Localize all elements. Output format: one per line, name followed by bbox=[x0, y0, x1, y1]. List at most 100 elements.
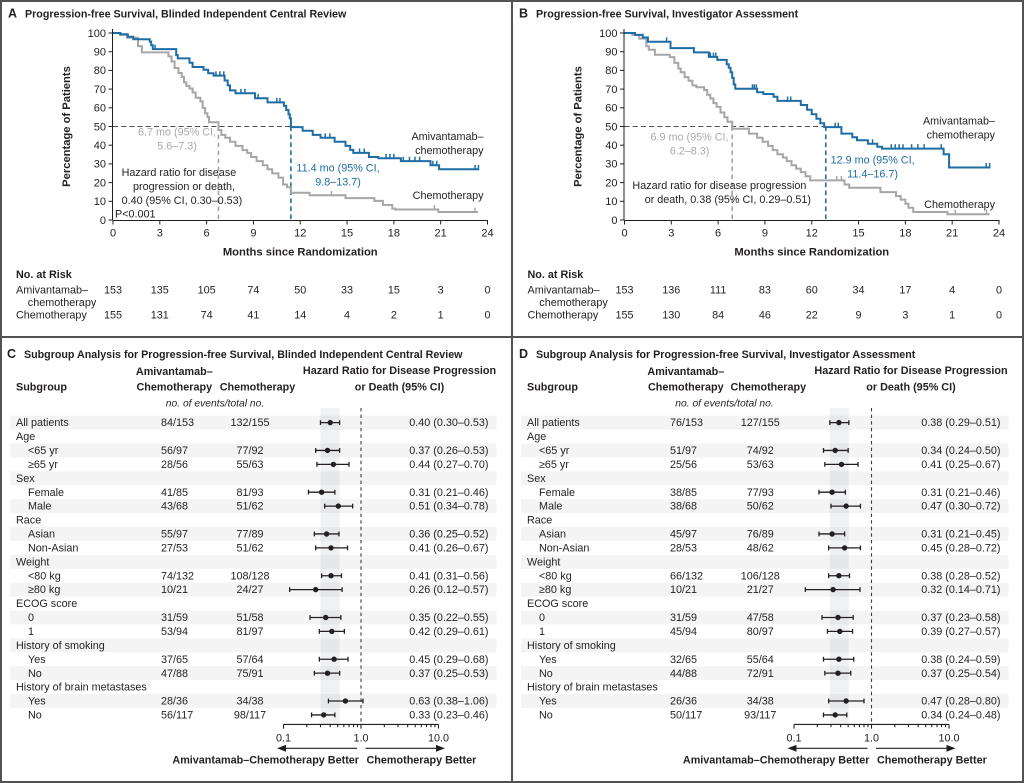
svg-text:Non-Asian: Non-Asian bbox=[539, 542, 589, 554]
svg-text:Amivantamab–: Amivantamab– bbox=[923, 116, 995, 128]
svg-text:≥80 kg: ≥80 kg bbox=[28, 584, 60, 596]
svg-text:20: 20 bbox=[605, 177, 617, 189]
svg-text:C: C bbox=[7, 347, 16, 361]
svg-text:53/94: 53/94 bbox=[161, 626, 188, 638]
svg-text:17: 17 bbox=[899, 285, 911, 297]
svg-text:60: 60 bbox=[806, 285, 818, 297]
svg-text:55/64: 55/64 bbox=[747, 654, 774, 666]
svg-text:6.7 mo (95% CI,: 6.7 mo (95% CI, bbox=[138, 127, 216, 139]
svg-text:0.34 (0.24–0.50): 0.34 (0.24–0.50) bbox=[921, 445, 1000, 457]
svg-text:93/117: 93/117 bbox=[744, 710, 776, 722]
svg-text:10/21: 10/21 bbox=[670, 584, 697, 596]
svg-text:Hazard Ratio for Disease Progr: Hazard Ratio for Disease Progression bbox=[814, 365, 1007, 377]
svg-text:74/92: 74/92 bbox=[747, 445, 774, 457]
svg-text:0.41 (0.31–0.56): 0.41 (0.31–0.56) bbox=[409, 570, 488, 582]
svg-text:0.31 (0.21–0.46): 0.31 (0.21–0.46) bbox=[409, 487, 488, 499]
svg-text:100: 100 bbox=[88, 28, 106, 40]
svg-text:32/65: 32/65 bbox=[670, 654, 697, 666]
svg-text:40: 40 bbox=[94, 140, 106, 152]
svg-text:41/85: 41/85 bbox=[161, 487, 188, 499]
svg-text:<80 kg: <80 kg bbox=[28, 570, 61, 582]
svg-text:0.33 (0.23–0.46): 0.33 (0.23–0.46) bbox=[409, 710, 488, 722]
svg-text:chemotherapy: chemotherapy bbox=[539, 297, 608, 309]
svg-text:37/65: 37/65 bbox=[161, 654, 188, 666]
svg-text:11.4–16.7): 11.4–16.7) bbox=[847, 168, 898, 180]
svg-text:81/93: 81/93 bbox=[236, 487, 263, 499]
svg-text:ECOG score: ECOG score bbox=[527, 598, 588, 610]
svg-text:21/27: 21/27 bbox=[747, 584, 774, 596]
svg-text:111: 111 bbox=[710, 285, 726, 297]
svg-text:<65 yr: <65 yr bbox=[28, 445, 59, 457]
svg-text:no. of events/total no.: no. of events/total no. bbox=[675, 399, 773, 410]
svg-text:1.0: 1.0 bbox=[864, 733, 879, 745]
svg-text:Male: Male bbox=[539, 501, 562, 513]
svg-text:10: 10 bbox=[605, 196, 617, 208]
svg-text:44/88: 44/88 bbox=[670, 668, 697, 680]
svg-text:66/132: 66/132 bbox=[670, 570, 703, 582]
svg-text:41: 41 bbox=[247, 310, 259, 322]
svg-text:P<0.001: P<0.001 bbox=[115, 209, 156, 221]
svg-text:3: 3 bbox=[157, 228, 163, 240]
svg-text:55/97: 55/97 bbox=[161, 529, 188, 541]
svg-text:22: 22 bbox=[806, 310, 818, 322]
svg-text:No. at Risk: No. at Risk bbox=[16, 269, 73, 281]
svg-text:50: 50 bbox=[605, 121, 617, 133]
svg-text:45/97: 45/97 bbox=[670, 529, 697, 541]
svg-text:131: 131 bbox=[151, 310, 169, 322]
svg-text:130: 130 bbox=[662, 310, 680, 322]
svg-text:31/59: 31/59 bbox=[161, 612, 188, 624]
svg-text:55/63: 55/63 bbox=[236, 459, 263, 471]
svg-text:60: 60 bbox=[605, 103, 617, 115]
svg-text:10.0: 10.0 bbox=[938, 733, 959, 745]
svg-text:Weight: Weight bbox=[527, 556, 560, 568]
svg-text:6.9 mo (95% CI,: 6.9 mo (95% CI, bbox=[650, 131, 728, 143]
svg-text:B: B bbox=[519, 7, 528, 21]
svg-text:100: 100 bbox=[599, 28, 617, 40]
svg-text:9: 9 bbox=[250, 228, 256, 240]
svg-text:Chemotherapy: Chemotherapy bbox=[136, 382, 212, 394]
svg-text:No: No bbox=[28, 710, 42, 722]
svg-text:All patients: All patients bbox=[16, 417, 69, 429]
svg-text:28/53: 28/53 bbox=[670, 542, 697, 554]
svg-text:<65 yr: <65 yr bbox=[539, 445, 570, 457]
svg-text:0.38 (0.29–0.51): 0.38 (0.29–0.51) bbox=[921, 417, 1000, 429]
svg-text:6: 6 bbox=[715, 228, 721, 240]
svg-text:70: 70 bbox=[605, 84, 617, 96]
svg-text:History of brain metastases: History of brain metastases bbox=[527, 682, 658, 694]
svg-text:24: 24 bbox=[993, 228, 1005, 240]
svg-text:History of brain metastases: History of brain metastases bbox=[16, 682, 147, 694]
svg-text:33: 33 bbox=[341, 285, 353, 297]
svg-text:18: 18 bbox=[899, 228, 911, 240]
svg-text:0.37 (0.25–0.54): 0.37 (0.25–0.54) bbox=[921, 668, 1000, 680]
svg-text:0.34 (0.24–0.48): 0.34 (0.24–0.48) bbox=[921, 710, 1000, 722]
svg-text:Yes: Yes bbox=[539, 654, 557, 666]
svg-text:0: 0 bbox=[110, 228, 116, 240]
svg-text:77/93: 77/93 bbox=[747, 487, 774, 499]
svg-text:10.0: 10.0 bbox=[428, 733, 449, 745]
svg-text:6.2–8.3): 6.2–8.3) bbox=[670, 145, 710, 157]
svg-text:Amivantamab–Chemotherapy Bette: Amivantamab–Chemotherapy Better bbox=[683, 755, 870, 767]
svg-text:47/88: 47/88 bbox=[161, 668, 188, 680]
svg-text:Subgroup Analysis for Progress: Subgroup Analysis for Progression-free S… bbox=[24, 349, 463, 361]
svg-text:48/62: 48/62 bbox=[747, 542, 774, 554]
svg-text:D: D bbox=[519, 347, 528, 361]
svg-text:75/91: 75/91 bbox=[236, 668, 263, 680]
svg-text:Progression-free Survival, Bli: Progression-free Survival, Blinded Indep… bbox=[25, 9, 347, 21]
svg-text:Hazard Ratio for Disease Progr: Hazard Ratio for Disease Progression bbox=[303, 365, 496, 377]
svg-text:15: 15 bbox=[388, 285, 400, 297]
svg-text:1: 1 bbox=[438, 310, 444, 322]
svg-text:5.6–7.3): 5.6–7.3) bbox=[157, 141, 197, 153]
svg-text:Subgroup: Subgroup bbox=[16, 382, 67, 394]
svg-text:18: 18 bbox=[388, 228, 400, 240]
svg-text:All patients: All patients bbox=[527, 417, 580, 429]
svg-text:135: 135 bbox=[151, 285, 169, 297]
svg-text:Months since Randomization: Months since Randomization bbox=[734, 247, 889, 259]
svg-text:56/97: 56/97 bbox=[161, 445, 188, 457]
svg-text:12: 12 bbox=[806, 228, 818, 240]
svg-text:≥65 yr: ≥65 yr bbox=[539, 459, 569, 471]
svg-text:76/153: 76/153 bbox=[670, 417, 703, 429]
svg-text:≥80 kg: ≥80 kg bbox=[539, 584, 571, 596]
svg-text:History of smoking: History of smoking bbox=[16, 640, 105, 652]
svg-text:0.40 (0.30–0.53): 0.40 (0.30–0.53) bbox=[409, 417, 488, 429]
svg-text:26/36: 26/36 bbox=[670, 696, 697, 708]
